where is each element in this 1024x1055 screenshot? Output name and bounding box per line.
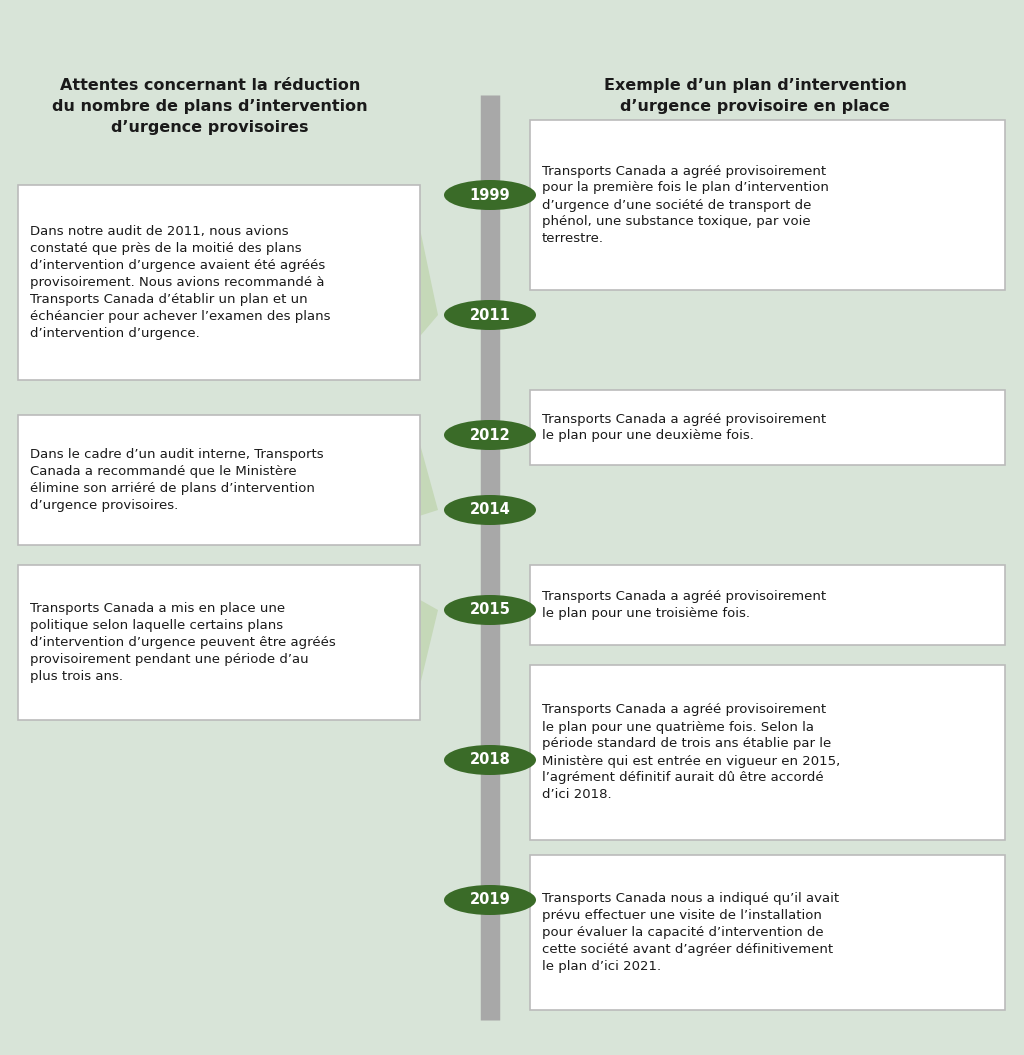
Text: 2011: 2011 <box>470 307 510 323</box>
Polygon shape <box>530 158 542 252</box>
Text: Transports Canada a mis en place une
politique selon laquelle certains plans
d’i: Transports Canada a mis en place une pol… <box>30 602 336 683</box>
FancyBboxPatch shape <box>530 120 1005 290</box>
Text: Transports Canada a agréé provisoirement
le plan pour une troisième fois.: Transports Canada a agréé provisoirement… <box>542 590 826 620</box>
Ellipse shape <box>444 885 536 915</box>
Text: 2019: 2019 <box>470 893 510 907</box>
Text: Transports Canada a agréé provisoirement
pour la première fois le plan d’interve: Transports Canada a agréé provisoirement… <box>542 165 828 246</box>
Polygon shape <box>530 705 542 801</box>
FancyBboxPatch shape <box>18 565 420 720</box>
Text: Dans le cadre d’un audit interne, Transports
Canada a recommandé que le Ministèr: Dans le cadre d’un audit interne, Transp… <box>30 448 324 512</box>
Text: 2018: 2018 <box>470 752 510 767</box>
Polygon shape <box>530 583 542 627</box>
Text: 2012: 2012 <box>470 427 510 442</box>
Ellipse shape <box>444 300 536 330</box>
FancyBboxPatch shape <box>530 665 1005 840</box>
Text: Exemple d’un plan d’intervention
d’urgence provisoire en place
depuis longtemps: Exemple d’un plan d’intervention d’urgen… <box>603 78 906 135</box>
Text: Transports Canada a agréé provisoirement
le plan pour une quatrième fois. Selon : Transports Canada a agréé provisoirement… <box>542 704 841 802</box>
Text: 1999: 1999 <box>470 188 510 203</box>
FancyBboxPatch shape <box>18 185 420 380</box>
Polygon shape <box>530 889 542 975</box>
Polygon shape <box>530 407 542 448</box>
Text: 2015: 2015 <box>470 602 510 617</box>
Ellipse shape <box>444 180 536 210</box>
FancyBboxPatch shape <box>18 415 420 545</box>
Ellipse shape <box>444 745 536 775</box>
FancyBboxPatch shape <box>530 855 1005 1010</box>
Ellipse shape <box>444 595 536 625</box>
Text: Dans notre audit de 2011, nous avions
constaté que près de la moitié des plans
d: Dans notre audit de 2011, nous avions co… <box>30 225 331 340</box>
Text: Transports Canada nous a indiqué qu’il avait
prévu effectuer une visite de l’ins: Transports Canada nous a indiqué qu’il a… <box>542 891 839 973</box>
Polygon shape <box>420 229 438 337</box>
Text: 2014: 2014 <box>470 502 510 518</box>
Ellipse shape <box>444 495 536 525</box>
FancyBboxPatch shape <box>530 390 1005 465</box>
Polygon shape <box>420 444 438 516</box>
Text: Attentes concernant la réduction
du nombre de plans d’intervention
d’urgence pro: Attentes concernant la réduction du nomb… <box>52 78 368 135</box>
Text: Transports Canada a agréé provisoirement
le plan pour une deuxième fois.: Transports Canada a agréé provisoirement… <box>542 413 826 442</box>
Polygon shape <box>420 600 438 685</box>
Ellipse shape <box>444 420 536 450</box>
FancyBboxPatch shape <box>530 565 1005 645</box>
